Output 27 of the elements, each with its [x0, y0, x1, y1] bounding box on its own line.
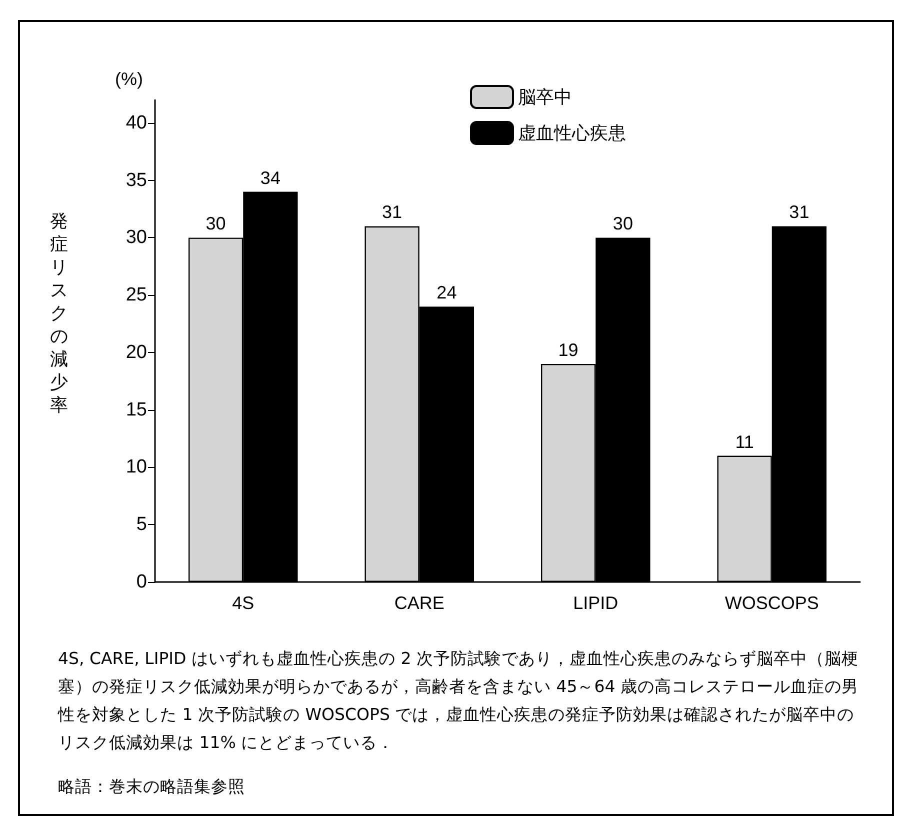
data-label: 11 [735, 432, 754, 452]
y-tick-label: 35 [126, 170, 147, 191]
legend-label: 脳卒中 [518, 87, 572, 107]
data-label: 31 [789, 202, 810, 222]
y-tick-label: 25 [126, 284, 147, 306]
data-label: 34 [260, 168, 280, 188]
text: 略語：巻末の略語集参照 [58, 776, 246, 798]
y-tick-label: 0 [136, 572, 147, 592]
y-tick-label: 20 [126, 342, 147, 363]
data-label: 19 [558, 340, 578, 360]
data-label: 30 [206, 214, 226, 234]
x-tick-label: 4S [232, 593, 254, 613]
y-tick-label: 15 [126, 399, 147, 420]
text: 4S, CARE, LIPID はいずれも虚血性心疾患の 2 次予防試験であり，虚血性心疾患のみならず脳卒中（脳梗塞）の発症リスク低減効果が明らかであるが，高齢者を含まない 45～64 歳の高コレステロール血症の男性を対象とした 1 次予防試験の WOSCOPS では，虚血性心疾患の発症予防効果は確認されたが脳卒中のリスク低減効果は 11% にとどまっている． [58, 648, 860, 754]
text: 発症リスクの減少率 [50, 211, 68, 416]
y-tick-label: 5 [136, 514, 147, 536]
y-tick-label: 10 [126, 456, 147, 478]
y-tick-label: 40 [126, 112, 147, 134]
data-label: 24 [436, 282, 457, 303]
x-tick-label: LIPID [573, 593, 618, 613]
text: (%) [115, 69, 143, 89]
x-tick-label: WOSCOPS [724, 593, 819, 613]
data-label: 31 [382, 202, 402, 222]
x-tick-label: CARE [394, 593, 444, 613]
data-label: 30 [612, 214, 633, 234]
y-tick-label: 30 [126, 227, 147, 248]
legend-label: 虚血性心疾患 [518, 123, 626, 143]
